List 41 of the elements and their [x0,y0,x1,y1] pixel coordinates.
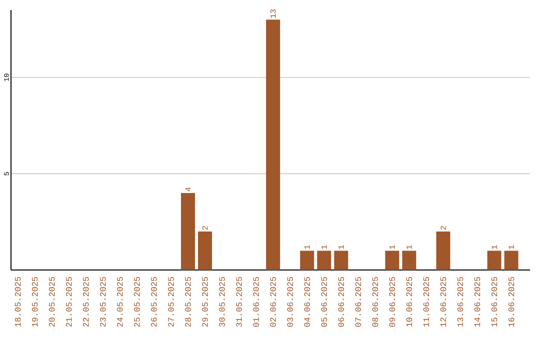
x-tick-label: 03.06.2025 [287,276,293,327]
bar [385,250,400,270]
x-tick-label: 23.05.2025 [100,276,106,327]
bar [300,250,314,270]
x-tick-label: 25.05.2025 [134,276,140,327]
x-tick-label: 31.05.2025 [236,276,242,327]
x-tick-label: 27.05.2025 [168,276,174,327]
x-tick-label: 28.05.2025 [185,276,191,327]
bar [180,192,195,270]
x-tick-label: 16.06.2025 [508,276,514,327]
bar [334,250,348,270]
bar [504,250,518,270]
x-tick-label: 01.06.2025 [253,276,259,327]
x-tick-label: 05.06.2025 [321,276,327,327]
x-tick-label: 19.05.2025 [32,276,38,327]
x-tick-label: 22.05.2025 [83,276,89,327]
x-tick-label: 07.06.2025 [355,276,362,327]
x-tick-label: 13.06.2025 [457,276,464,327]
x-tick-label: 04.06.2025 [304,276,310,327]
x-tick-label: 29.05.2025 [202,276,208,327]
x-tick-label: 30.05.2025 [219,276,225,327]
x-tick-label: 02.06.2025 [270,276,276,327]
bar [317,250,332,270]
x-tick-label: 12.06.2025 [440,276,446,327]
x-tick-label: 14.06.2025 [474,276,480,327]
x-tick-label: 08.06.2025 [372,276,378,327]
x-tick-label: 20.05.2025 [48,276,55,327]
bar [266,20,280,270]
x-tick-label: 24.05.2025 [117,276,123,327]
x-tick-label: 21.05.2025 [66,276,72,327]
x-tick-label: 18.05.2025 [14,276,21,327]
x-tick-label: 06.06.2025 [338,276,344,327]
x-tick-label: 11.06.2025 [423,276,430,327]
bar [198,231,212,270]
bar [487,250,502,270]
x-tick-label: 09.06.2025 [389,276,396,327]
bar [436,231,450,270]
x-tick-label: 15.06.2025 [491,276,498,327]
x-tick-label: 26.05.2025 [151,276,157,327]
x-tick-label: 10.06.2025 [406,276,412,327]
bar [402,250,416,270]
